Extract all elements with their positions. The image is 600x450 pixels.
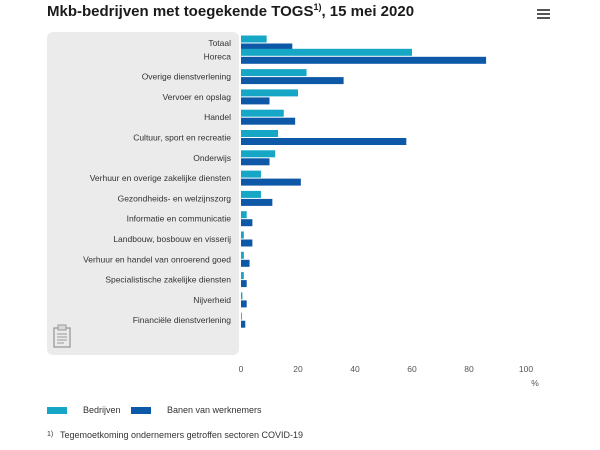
title-text: Mkb-bedrijven met toegekende TOGS <box>47 3 314 20</box>
category-label-panel <box>47 32 239 355</box>
bar-bedrijven-financiele-dienstverlening[interactable] <box>241 312 242 320</box>
bar-bedrijven-nijverheid[interactable] <box>241 292 243 300</box>
footnote-text: Tegemoetkoming ondernemers getroffen sec… <box>60 430 303 440</box>
x-tick-label-0: 0 <box>239 364 244 374</box>
category-labels: Totaal Horeca Overige dienstverlening Vervo… <box>83 38 231 325</box>
category-label-informatie-en-communicatie: Informatie en communicatie <box>127 214 232 224</box>
bar-banen-van-werknemers-onderwijs[interactable] <box>241 158 270 166</box>
bar-chart: Totaal Horeca Overige dienstverlening Vervo… <box>47 32 540 388</box>
x-tick-label-80: 80 <box>464 364 474 374</box>
bar-banen-van-werknemers-overige-dienstverlening[interactable] <box>241 77 344 85</box>
footnote: 1) Tegemoetkoming ondernemers getroffen s… <box>47 430 303 440</box>
bar-banen-van-werknemers-cultuur-sport-en-recreatie[interactable] <box>241 138 407 145</box>
x-axis: 0 20 40 60 80 100% <box>239 364 540 388</box>
bar-banen-van-werknemers-nijverheid[interactable] <box>241 300 247 308</box>
title-footnote-mark: 1) <box>313 2 322 12</box>
category-label-vervoer-en-opslag: Vervoer en opslag <box>162 92 231 102</box>
bar-banen-van-werknemers-vervoer-en-opslag[interactable] <box>241 97 270 105</box>
category-label-overige-dienstverlening: Overige dienstverlening <box>142 72 232 82</box>
hamburger-menu-icon[interactable] <box>536 7 552 21</box>
bar-bedrijven-overige-dienstverlening[interactable] <box>241 69 307 77</box>
bar-bedrijven-onderwijs[interactable] <box>241 150 276 158</box>
bar-banen-van-werknemers-financiele-dienstverlening[interactable] <box>241 320 246 328</box>
x-tick-label-100: 100 <box>519 364 533 374</box>
category-label-verhuur-en-handel-van-onroerend-goed: Verhuur en handel van onroerend goed <box>83 254 231 264</box>
category-label-nijverheid: Nijverheid <box>193 295 231 305</box>
x-axis-unit-label: % <box>531 378 539 388</box>
bar-banen-van-werknemers-landbouw-bosbouw-en-visserij[interactable] <box>241 239 253 247</box>
bar-bedrijven-specialistische-zakelijke-diensten[interactable] <box>241 272 244 280</box>
bar-bedrijven-informatie-en-communicatie[interactable] <box>241 211 247 219</box>
bar-banen-van-werknemers-verhuur-en-handel-van-onroerend-goed[interactable] <box>241 259 250 267</box>
footnote-mark: 1) <box>47 431 54 438</box>
bar-banen-van-werknemers-gezondheids-en-welzijnszorg[interactable] <box>241 198 273 206</box>
bar-banen-van-werknemers-informatie-en-communicatie[interactable] <box>241 219 253 227</box>
legend-swatch-bedrijven <box>47 406 67 414</box>
category-label-horeca: Horeca <box>204 51 232 61</box>
bar-bedrijven-verhuur-en-overige-zakelijke-diensten[interactable] <box>241 170 261 178</box>
bar-bedrijven-gezondheids-en-welzijnszorg[interactable] <box>241 190 261 198</box>
category-label-verhuur-en-overige-zakelijke-diensten: Verhuur en overige zakelijke diensten <box>90 173 232 183</box>
x-tick-label-60: 60 <box>407 364 417 374</box>
bar-banen-van-werknemers-specialistische-zakelijke-diensten[interactable] <box>241 280 247 288</box>
title-date: , 15 mei 2020 <box>321 3 415 20</box>
category-label-totaal: Totaal <box>208 38 231 48</box>
category-label-landbouw-bosbouw-en-visserij: Landbouw, bosbouw en visserij <box>113 234 231 244</box>
bar-bedrijven-verhuur-en-handel-van-onroerend-goed[interactable] <box>241 251 244 259</box>
category-label-onderwijs: Onderwijs <box>193 153 231 163</box>
chart-title: Mkb-bedrijven met toegekende TOGS1), 15 … <box>47 2 414 20</box>
legend-label-bedrijven: Bedrijven <box>83 405 121 415</box>
category-label-cultuur-sport-en-recreatie: Cultuur, sport en recreatie <box>133 133 231 143</box>
bar-banen-van-werknemers-verhuur-en-overige-zakelijke-diensten[interactable] <box>241 178 301 186</box>
document-icon <box>53 324 71 348</box>
legend-label-banen: Banen van werknemers <box>167 405 262 415</box>
x-tick-label-40: 40 <box>350 364 360 374</box>
legend-item-bedrijven[interactable]: Bedrijven <box>47 405 121 415</box>
category-label-financiele-dienstverlening: Financiële dienstverlening <box>133 315 232 325</box>
bar-bedrijven-vervoer-en-opslag[interactable] <box>241 89 298 97</box>
category-label-gezondheids-en-welzijnszorg: Gezondheids- en welzijnszorg <box>118 193 232 203</box>
bar-bedrijven-handel[interactable] <box>241 109 284 117</box>
category-label-specialistische-zakelijke-diensten: Specialistische zakelijke diensten <box>105 275 231 285</box>
bar-bedrijven-horeca[interactable] <box>241 48 412 56</box>
bars <box>241 35 487 328</box>
x-tick-label-20: 20 <box>293 364 303 374</box>
bar-banen-van-werknemers-horeca[interactable] <box>241 56 487 64</box>
bar-bedrijven-cultuur-sport-en-recreatie[interactable] <box>241 130 279 137</box>
legend-item-banen[interactable]: Banen van werknemers <box>131 405 262 415</box>
bar-banen-van-werknemers-handel[interactable] <box>241 117 296 125</box>
bar-bedrijven-totaal[interactable] <box>241 35 267 43</box>
bar-bedrijven-landbouw-bosbouw-en-visserij[interactable] <box>241 231 244 239</box>
bar-banen-van-werknemers-totaal[interactable] <box>241 43 293 51</box>
legend-swatch-banen <box>131 406 151 414</box>
category-label-handel: Handel <box>204 112 231 122</box>
